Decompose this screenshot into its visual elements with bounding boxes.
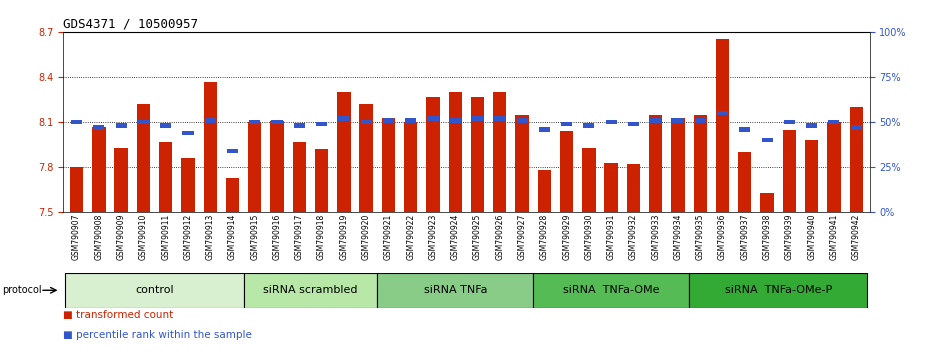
Bar — [649, 115, 662, 212]
Bar — [515, 115, 529, 212]
Bar — [294, 124, 305, 128]
Bar — [582, 148, 595, 212]
Bar — [244, 273, 378, 308]
Text: GDS4371 / 10500957: GDS4371 / 10500957 — [63, 18, 198, 31]
Bar — [137, 104, 150, 212]
Bar — [739, 127, 751, 132]
Bar — [70, 167, 84, 212]
Bar — [381, 118, 395, 212]
Bar — [361, 120, 372, 124]
Bar — [71, 120, 82, 124]
Bar — [271, 121, 284, 212]
Bar — [115, 124, 126, 128]
Bar — [450, 118, 461, 122]
Bar — [182, 131, 193, 135]
Bar — [114, 148, 127, 212]
Bar — [249, 120, 260, 124]
Bar — [827, 122, 841, 212]
Bar — [829, 120, 840, 124]
Bar — [205, 118, 216, 122]
Bar — [561, 122, 572, 126]
Bar — [805, 140, 818, 212]
Bar — [627, 164, 640, 212]
Bar — [160, 124, 171, 128]
Bar — [316, 122, 327, 126]
Bar — [471, 97, 485, 212]
Bar — [405, 118, 417, 122]
Bar — [717, 111, 728, 115]
Bar — [583, 124, 594, 128]
Bar — [628, 122, 639, 126]
Text: siRNA scrambled: siRNA scrambled — [263, 285, 358, 295]
Bar — [761, 193, 774, 212]
Bar — [428, 116, 439, 121]
Bar — [426, 97, 440, 212]
Bar — [738, 152, 751, 212]
Bar — [93, 125, 104, 130]
Text: siRNA  TNFa-OMe-P: siRNA TNFa-OMe-P — [724, 285, 831, 295]
Bar — [672, 118, 684, 122]
Bar — [694, 115, 707, 212]
Bar — [605, 120, 617, 124]
Bar — [538, 170, 551, 212]
Text: ■ transformed count: ■ transformed count — [63, 310, 174, 320]
Text: protocol: protocol — [2, 285, 42, 295]
Bar — [315, 149, 328, 212]
Bar — [181, 158, 194, 212]
Bar — [493, 92, 507, 212]
Text: control: control — [135, 285, 174, 295]
Bar — [538, 127, 550, 132]
Bar — [604, 163, 618, 212]
Bar — [783, 130, 796, 212]
Text: ■ percentile rank within the sample: ■ percentile rank within the sample — [63, 330, 252, 340]
Bar — [159, 142, 172, 212]
Bar — [689, 273, 868, 308]
Text: siRNA TNFa: siRNA TNFa — [423, 285, 487, 295]
Bar — [248, 122, 261, 212]
Bar — [472, 116, 483, 121]
Bar — [695, 118, 706, 122]
Bar — [383, 118, 394, 122]
Bar — [226, 178, 239, 212]
Bar — [293, 142, 306, 212]
Bar — [378, 273, 533, 308]
Bar — [404, 122, 418, 212]
Bar — [65, 273, 244, 308]
Bar — [784, 120, 795, 124]
Bar — [494, 116, 505, 121]
Text: siRNA  TNFa-OMe: siRNA TNFa-OMe — [563, 285, 659, 295]
Bar — [650, 118, 661, 122]
Bar — [92, 127, 106, 212]
Bar — [138, 120, 149, 124]
Bar — [272, 120, 283, 124]
Bar — [227, 149, 238, 153]
Bar — [360, 104, 373, 212]
Bar — [806, 124, 817, 128]
Bar — [533, 273, 689, 308]
Bar — [849, 107, 863, 212]
Bar — [762, 138, 773, 142]
Bar — [448, 92, 462, 212]
Bar — [516, 118, 527, 122]
Bar — [204, 81, 217, 212]
Bar — [851, 125, 862, 130]
Bar — [671, 118, 684, 212]
Bar — [716, 39, 729, 212]
Bar — [560, 131, 573, 212]
Bar — [339, 116, 350, 121]
Bar — [338, 92, 351, 212]
